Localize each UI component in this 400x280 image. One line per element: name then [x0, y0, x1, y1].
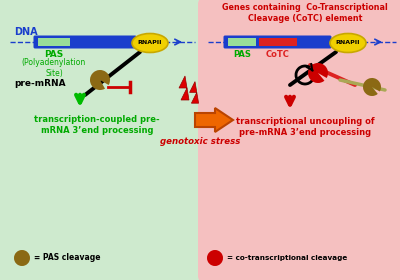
- Text: pre-mRNA: pre-mRNA: [14, 80, 66, 88]
- Bar: [38, 38, 70, 46]
- Text: = co-transcriptional cleavage: = co-transcriptional cleavage: [227, 255, 347, 261]
- Text: PAS: PAS: [233, 50, 251, 59]
- Polygon shape: [190, 81, 198, 103]
- Text: genotoxic stress: genotoxic stress: [160, 137, 240, 146]
- Wedge shape: [90, 70, 110, 90]
- Ellipse shape: [132, 34, 168, 53]
- FancyBboxPatch shape: [0, 0, 202, 280]
- Text: (Polyadenylation
Site): (Polyadenylation Site): [22, 58, 86, 78]
- Text: RNAPII: RNAPII: [138, 41, 162, 45]
- Bar: [228, 38, 256, 46]
- Wedge shape: [14, 250, 30, 266]
- Text: PAS: PAS: [44, 50, 64, 59]
- Text: DNA: DNA: [14, 27, 38, 37]
- Polygon shape: [179, 76, 189, 100]
- Text: transcriptional uncoupling of
pre-mRNA 3’end processing: transcriptional uncoupling of pre-mRNA 3…: [236, 117, 374, 137]
- Text: RNAPII: RNAPII: [336, 41, 360, 45]
- Wedge shape: [363, 78, 381, 96]
- Bar: [259, 38, 297, 46]
- Wedge shape: [207, 250, 223, 266]
- Text: = PAS cleavage: = PAS cleavage: [34, 253, 100, 263]
- FancyArrow shape: [195, 108, 233, 132]
- Wedge shape: [308, 63, 328, 83]
- Ellipse shape: [330, 34, 366, 53]
- Text: CoTC: CoTC: [266, 50, 290, 59]
- FancyBboxPatch shape: [34, 36, 136, 48]
- Text: transcription-coupled pre-
mRNA 3’end processing: transcription-coupled pre- mRNA 3’end pr…: [34, 115, 160, 136]
- Text: Genes containing  Co-Transcriptional
Cleavage (CoTC) element: Genes containing Co-Transcriptional Clea…: [222, 3, 388, 23]
- FancyBboxPatch shape: [198, 0, 400, 280]
- FancyBboxPatch shape: [224, 36, 332, 48]
